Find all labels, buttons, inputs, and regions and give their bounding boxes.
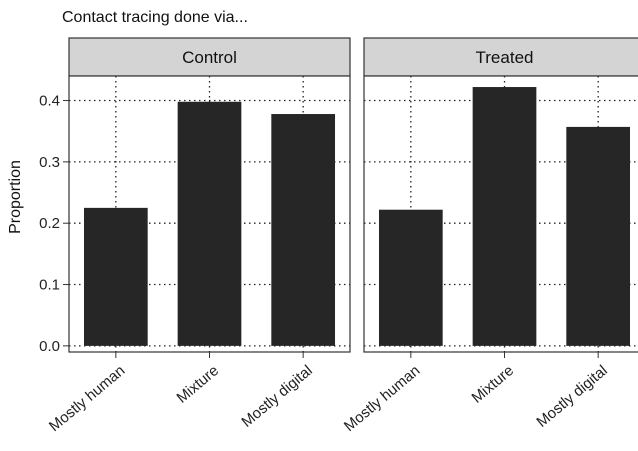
- chart-title: Contact tracing done via...: [62, 9, 248, 26]
- panel-treated: Treated Mostly human Mixture Mostly digital: [341, 37, 638, 435]
- x-tick-label: Mostly human: [341, 362, 423, 435]
- x-tick-label: Mostly human: [46, 362, 128, 435]
- x-tick-label: Mostly digital: [533, 362, 610, 431]
- x-tick-label: Mixture: [173, 362, 222, 407]
- y-tick-label: 0.1: [39, 277, 60, 294]
- bar: [378, 209, 443, 346]
- panel-control: Control Mostly human Mixture Mostly digital: [46, 37, 351, 435]
- panel-strip-label: Control: [182, 48, 237, 67]
- bar: [566, 126, 631, 346]
- bar: [271, 114, 336, 346]
- y-tick-label: 0.4: [39, 93, 60, 110]
- y-tick-label: 0.0: [39, 338, 60, 355]
- y-axis-title: Proportion: [7, 160, 24, 234]
- bar: [177, 101, 242, 346]
- y-axis: 0.0 0.1 0.2 0.3 0.4: [39, 93, 69, 355]
- y-tick-label: 0.3: [39, 154, 60, 171]
- x-tick-label: Mixture: [468, 362, 517, 407]
- bar: [472, 87, 537, 346]
- y-tick-label: 0.2: [39, 215, 60, 232]
- panel-strip-label: Treated: [476, 48, 534, 67]
- panel-strip: [68, 37, 351, 77]
- panels: Control Mostly human Mixture Mostly digital…: [46, 37, 638, 435]
- bar: [83, 207, 148, 346]
- x-tick-label: Mostly digital: [238, 362, 315, 431]
